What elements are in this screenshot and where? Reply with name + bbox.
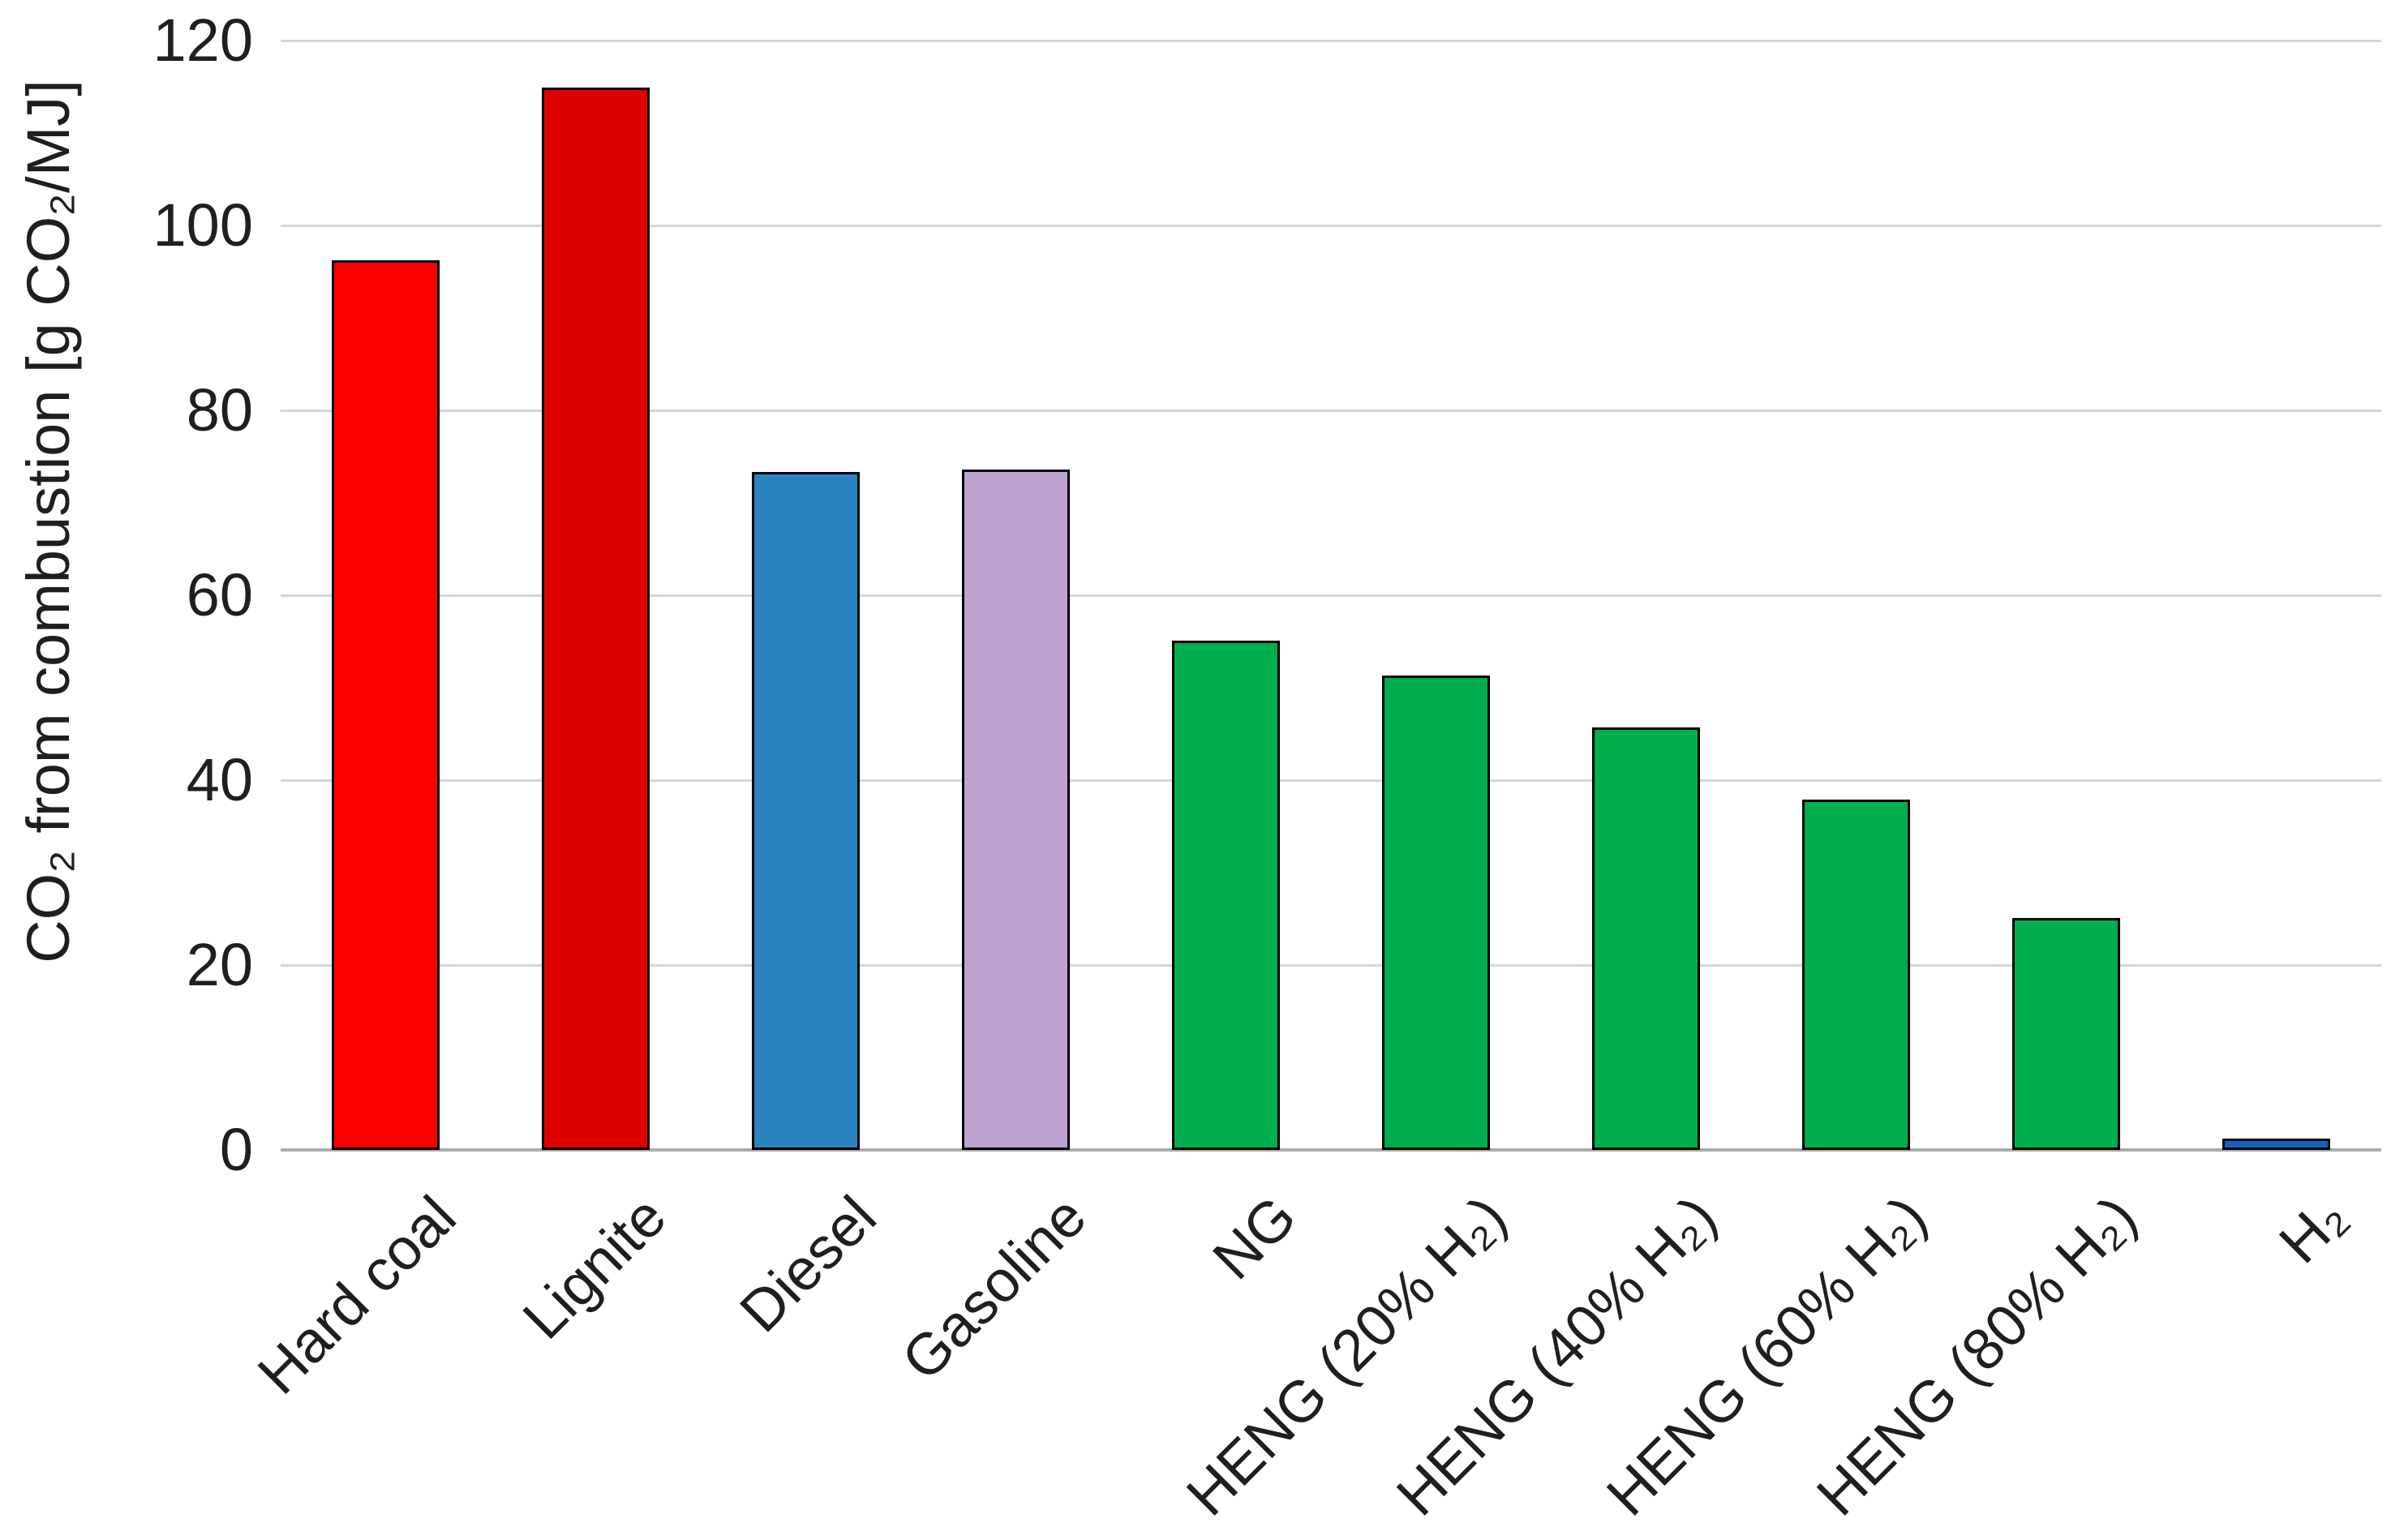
bar-h bbox=[2222, 1139, 2330, 1150]
bar-ng bbox=[1172, 641, 1280, 1150]
gridline-60 bbox=[281, 594, 2381, 597]
y-tick-label-40: 40 bbox=[186, 746, 253, 813]
bar-lignite bbox=[542, 88, 650, 1150]
bar-heng-40-h bbox=[1592, 727, 1700, 1150]
y-tick-label-60: 60 bbox=[186, 561, 253, 628]
y-tick-label-120: 120 bbox=[152, 6, 253, 74]
gridline-20 bbox=[281, 964, 2381, 967]
bar-gasoline bbox=[962, 470, 1070, 1150]
gridline-40 bbox=[281, 779, 2381, 782]
bar-heng-60-h bbox=[1802, 800, 1910, 1150]
bar-heng-80-h bbox=[2012, 918, 2120, 1150]
x-axis-line bbox=[281, 1148, 2381, 1152]
y-tick-label-100: 100 bbox=[152, 191, 253, 259]
bar-hard-coal bbox=[332, 260, 440, 1150]
bar-heng-20-h bbox=[1382, 676, 1490, 1150]
y-tick-label-20: 20 bbox=[186, 931, 253, 998]
gridline-120 bbox=[281, 40, 2381, 42]
y-tick-label-0: 0 bbox=[219, 1116, 253, 1183]
bar-diesel bbox=[752, 472, 860, 1150]
y-tick-label-80: 80 bbox=[186, 376, 253, 444]
gridline-100 bbox=[281, 225, 2381, 227]
gridline-80 bbox=[281, 410, 2381, 412]
